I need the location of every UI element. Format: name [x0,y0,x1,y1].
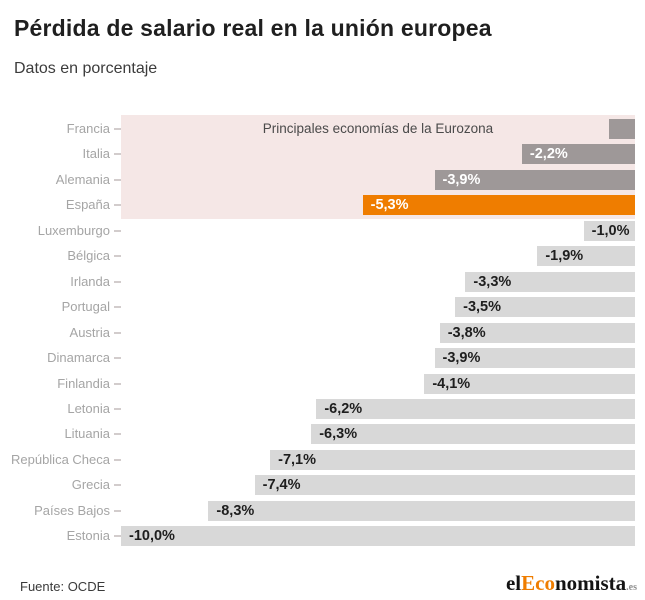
bar-value-label: -8,3% [216,502,255,519]
country-label: Países Bajos [34,502,110,518]
bar-value-label: -5,3% [370,197,409,214]
country-label: Finlandia [57,375,110,391]
bar-value-label: -1,0% [591,222,630,239]
bar-value-label: -7,1% [278,451,316,468]
axis-tick [114,204,121,207]
axis-tick [114,433,121,436]
country-label: Alemania [55,171,110,187]
bar-value-label: -6,2% [324,400,363,417]
bar: -1,0% [583,220,635,241]
bar: -6,3% [311,424,635,445]
bar-chart: Principales economías de la Eurozona Fra… [0,115,645,551]
country-label: España [65,197,110,213]
country-label: Italia [82,146,110,162]
bar: -3,3% [465,271,635,292]
axis-tick [114,535,121,538]
country-label: Estonia [66,528,110,544]
bar-value-label: -1,9% [545,248,584,265]
axis-tick [114,153,121,156]
axis-tick [114,280,121,283]
bar: -8,3% [208,500,635,521]
logo-highlight: Eco [521,571,555,595]
source-note: Fuente: OCDE [20,579,106,594]
axis-tick [114,382,121,385]
axis-tick [114,331,121,334]
bar: -3,9% [434,169,635,190]
bar: -7,1% [270,449,635,470]
logo-tld: .es [626,582,637,593]
logo-suffix: nomista [554,571,627,595]
axis-tick [114,306,121,309]
axis-tick [114,509,121,512]
country-label: Dinamarca [47,350,110,366]
axis-tick [114,458,121,461]
bar: -10,0% [121,526,635,547]
country-label: Francia [66,121,110,136]
bar: -3,9% [434,348,635,369]
country-label: Luxemburgo [37,222,110,238]
country-label: Letonia [67,400,110,416]
eurozone-band-annotation: Principales economías de la Eurozona [262,121,494,136]
bar-value-label: -3,8% [447,324,486,341]
country-label: Grecia [71,477,110,493]
bar-value-label: -3,9% [442,350,481,367]
axis-tick [114,255,121,258]
country-label: Irlanda [70,273,110,289]
logo-prefix: el [505,571,522,595]
bar: -1,9% [537,246,635,267]
bar: -2,2% [521,144,635,165]
page-title: Pérdida de salario real en la unión euro… [14,15,492,41]
axis-tick [114,229,121,232]
eleconomista-logo: elEconomista.es [506,571,637,596]
axis-tick [114,128,121,130]
page-subtitle: Datos en porcentaje [14,60,158,77]
bar: -7,4% [254,475,635,496]
bar-value-label: -3,3% [473,273,512,290]
country-label: República Checa [10,451,110,467]
country-label: Portugal [61,299,110,315]
axis-tick [114,484,121,487]
country-label: Lituania [64,426,110,442]
axis-tick [114,178,121,181]
bar-value-label: -3,9% [442,171,481,188]
country-label: Bélgica [67,248,110,264]
bar-value-label: -4,1% [432,375,471,392]
bar: -6,2% [316,398,635,419]
bar-value-label: -6,3% [319,426,358,443]
axis-tick [114,357,121,360]
bar: -3,5% [455,297,635,318]
bar: -5,3% [362,195,635,216]
bar-value-label: -2,2% [529,146,568,163]
bar-value-label: -7,4% [262,477,301,494]
axis-tick [114,407,121,410]
bar-value-label: -10,0% [129,528,175,545]
bar: -3,8% [439,322,635,343]
bar: -4,1% [424,373,635,394]
bar [609,119,635,139]
bar-value-label: -3,5% [463,299,501,316]
country-label: Austria [69,324,110,340]
